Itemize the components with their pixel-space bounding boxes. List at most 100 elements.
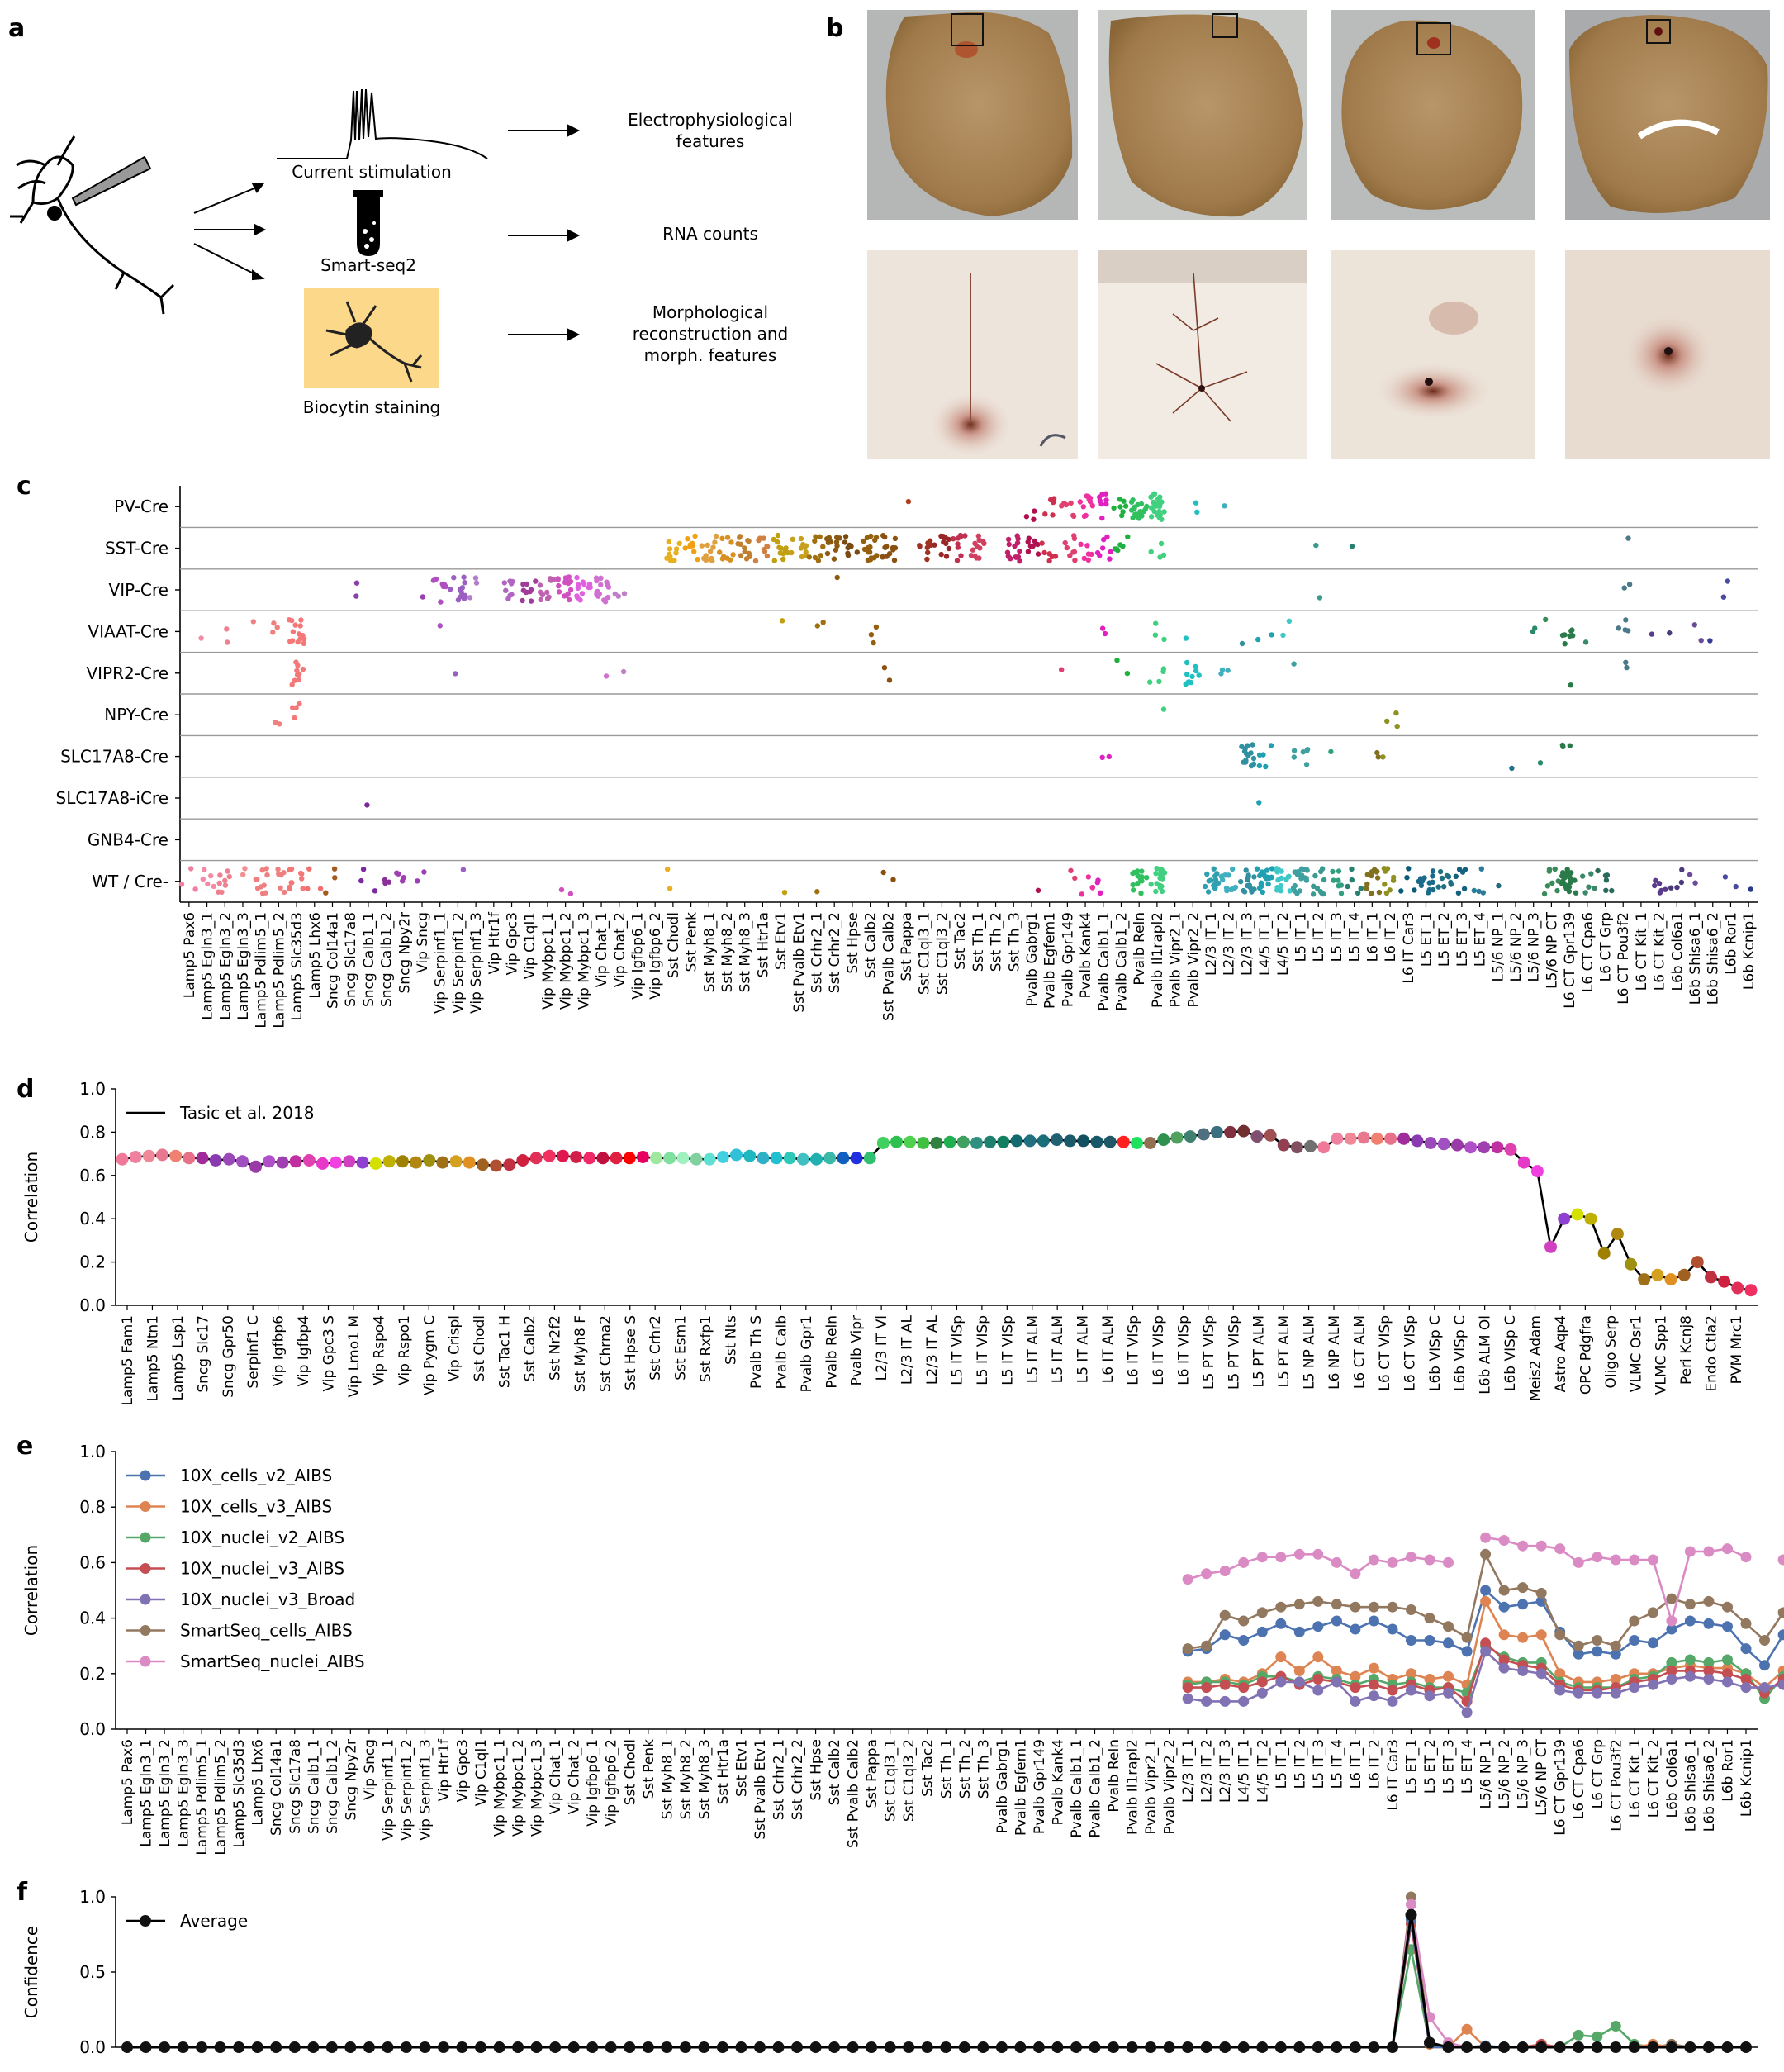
c-cell-dot [854,549,861,555]
c-cell-dot [1603,877,1610,883]
c-cell-dot [1255,636,1261,643]
f-average-point [1070,2041,1082,2053]
d-x-tick-label: Pvalb Reln [823,1315,840,1389]
c-cell-dot [1256,885,1263,891]
c-cell-dot [1103,497,1109,503]
c-cell-dot [1132,506,1137,511]
c-cell-dot [240,872,246,877]
c-cell-dot [579,591,586,596]
e-data-point [1740,1552,1752,1563]
e-data-point [1406,1604,1416,1615]
c-cell-dot [1554,887,1560,894]
c-cell-dot [1544,883,1551,889]
c-cell-dot [286,617,292,623]
e-data-point [1424,1635,1435,1646]
e-data-point [1592,1646,1603,1657]
c-cell-dot [1621,585,1627,591]
c-x-tick-label: Sncg Calb1_2 [379,912,396,1007]
c-cell-dot [1014,540,1021,546]
c-cell-dot [1537,760,1544,766]
f-average-point [475,2041,486,2053]
e-data-point [1535,1629,1547,1641]
e-data-point [1424,1690,1435,1702]
c-cell-dot [806,554,812,560]
c-cell-dot [353,580,360,586]
d-data-point [396,1155,409,1168]
c-cell-dot [1193,668,1199,674]
f-data-point [1610,2021,1621,2032]
c-x-tick-label: L2/3 IT_1 [1203,912,1220,976]
d-data-point [583,1152,596,1165]
e-x-tick-label: L6 CT Gpr139 [1553,1739,1569,1836]
d-x-tick-label: Sst Tac1 H [497,1315,514,1388]
e-data-point [1666,1623,1677,1635]
c-cell-dot [1287,888,1293,894]
c-cell-dot [1099,545,1106,551]
d-data-point [1250,1130,1264,1143]
c-cell-dot [1314,885,1321,891]
c-cell-dot [1678,879,1685,886]
e-x-tick-label: Sst Chodl [622,1739,638,1805]
e-data-point [1573,1556,1584,1568]
c-cell-dot [1014,533,1020,539]
c-x-tick-label: Vip Sncg [415,912,431,973]
d-data-point [1411,1134,1424,1148]
d-data-point [330,1156,343,1169]
e-legend-marker [140,1563,151,1574]
c-cell-dot [598,575,604,581]
e-data-point [1610,1674,1621,1685]
e-y-tick-label: 1.0 [79,1442,106,1461]
c-cell-dot [1580,873,1586,879]
d-data-point [904,1135,917,1148]
c-cell-dot [970,547,976,553]
e-x-tick-label: L4/5 IT_1 [1236,1739,1253,1803]
c-cell-dot [813,534,818,539]
e-data-point [1350,1682,1361,1694]
c-cell-dot [1131,887,1136,893]
panel-c-plot: PV-Cre SST-Cre VIP-Cre VIAAT-Cre VIPR2-Cre NP… [56,486,1758,1029]
c-cell-dot [1039,540,1045,546]
d-data-point [1691,1256,1704,1269]
d-data-point [543,1149,556,1162]
c-x-tick-label: L5 ET_3 [1454,912,1471,967]
c-cell-dot [882,544,888,550]
c-cell-dot [798,535,804,542]
c-cell-dot [1301,867,1307,872]
c-cell-dot [282,889,287,896]
f-average-point [400,2041,412,2053]
c-cell-dot [1602,872,1609,879]
d-x-tick-label: L6 CT VISp [1402,1315,1418,1391]
d-data-point [1731,1281,1744,1295]
c-cell-dot [1441,884,1447,890]
c-cell-dot [1691,622,1697,628]
e-x-tick-label: Vip Serpinf1_1 [380,1739,396,1841]
neuron-image-4 [1565,250,1770,459]
c-cell-dot [1448,879,1454,886]
c-cell-dot [667,546,673,552]
d-data-point [1357,1131,1370,1144]
d-data-point [663,1152,676,1165]
d-x-tick-label: Vip Igfbp4 [296,1315,312,1386]
c-cell-dot [300,886,306,891]
c-cell-dot [1121,498,1127,504]
c-cell-dot [868,632,875,638]
e-x-tick-label: Vip Serpinf1_3 [418,1739,434,1841]
c-cell-dot [814,889,820,895]
c-cell-dot [1336,883,1341,889]
e-data-point [1312,1621,1324,1632]
c-cell-dot [1722,874,1729,880]
c-cell-dot [1205,889,1212,895]
c-cell-dot [1148,882,1154,887]
c-cell-dot [1031,516,1037,522]
c-cell-dot [834,574,840,581]
e-data-point [1703,1595,1715,1607]
c-cell-dot [1099,625,1106,631]
e-data-point [1722,1621,1733,1632]
c-x-tick-label: Sst Crhr2_1 [809,912,826,993]
e-x-tick-label: Vip Gpc3 [455,1739,472,1802]
c-cell-dot [746,538,752,544]
c-cell-dot [1349,544,1355,549]
d-data-point [423,1154,436,1167]
f-average-point [288,2041,301,2053]
c-cell-dot [1160,876,1165,882]
